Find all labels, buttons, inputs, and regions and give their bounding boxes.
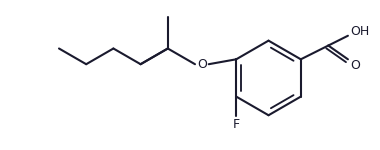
Text: F: F bbox=[233, 118, 240, 130]
Text: OH: OH bbox=[350, 25, 369, 38]
Text: O: O bbox=[197, 58, 207, 71]
Text: O: O bbox=[350, 59, 360, 72]
